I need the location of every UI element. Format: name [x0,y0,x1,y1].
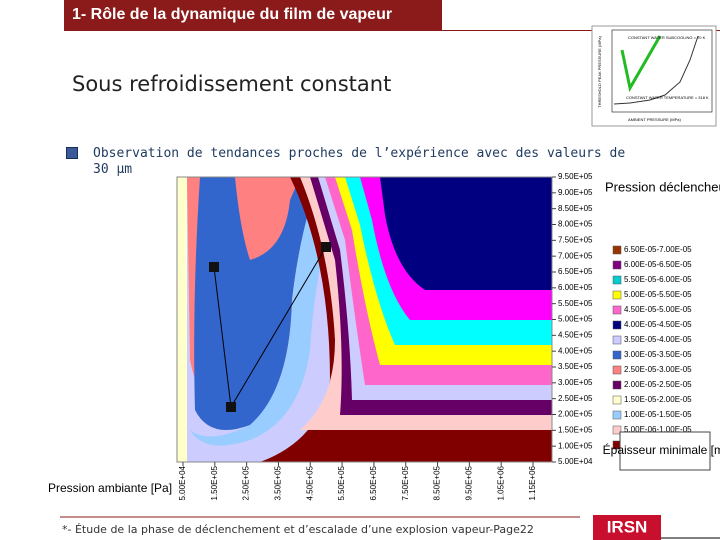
legend-label: 1.00E-05-1.50E-05 [624,410,692,419]
x-tick-label: 9.50E+05 [464,465,473,500]
axes: 9.50E+05 9.00E+05 8.50E+05 8.00E+05 7.50E+05… [178,172,694,500]
y-tick-label: 3.00E+05 [558,378,593,387]
inset-note: CONSTANT WATER SUBCOOLING = 70 K [628,35,706,40]
y-tick-label: 4.50E+05 [558,330,593,339]
legend-label: 2.00E-05-2.50E-05 [624,380,692,389]
bullet-icon [66,147,78,159]
y-tick-label: 7.50E+05 [558,235,593,244]
x-tick-label: 6.50E+05 [369,465,378,500]
legend-label: 6.50E-05-7.00E-05 [624,245,692,254]
legend-swatch [612,335,622,345]
bullet-text: Observation de tendances proches de l’ex… [93,146,626,177]
y-tick-label: 6.50E+05 [558,267,593,276]
inset-curve [613,35,699,105]
legend-swatch [612,290,622,300]
logo: IRSN [607,517,648,536]
y-tick-label: 7.00E+05 [558,251,593,260]
legend-title: Épaisseur minimale [m] [603,442,720,457]
y-tick-label: 5.00E+05 [558,315,593,324]
legend-swatch [612,320,622,330]
inset-axes [611,29,713,113]
contour-band [177,177,187,462]
inset-x-label: AMBIENT PRESSURE (MPa) [628,117,681,122]
x-tick-label: 8.50E+05 [433,465,442,500]
y-tick-label: 2.50E+05 [558,394,593,403]
title-bar [64,0,442,30]
legend-title-box [619,431,711,471]
inset-y-label: THRESHOLD PEAK PRESSURE (MPa) [597,36,602,108]
title-rule [64,30,720,31]
y-tick-label: 4.00E+05 [558,346,593,355]
x-tick-label: 5.00E+04 [178,465,187,500]
y-tick-label: 5.50E+05 [558,299,593,308]
legend-swatch [612,350,622,360]
y-tick-label: 2.00E+05 [558,410,593,419]
legend-swatch [612,365,622,375]
marker [209,262,219,272]
footer: *- Étude de la phase de déclenchement et… [62,523,534,536]
inset: CONSTANT WATER SUBCOOLING = 70 K CONSTAN… [591,25,717,127]
y-tick-label: 5.00E+04 [558,457,593,466]
x-tick-label: 4.50E+05 [305,465,314,500]
x-tick-label: 1.15E+06 [528,465,537,500]
legend-label: 4.50E-05-5.00E-05 [624,305,692,314]
logo-box [593,515,661,540]
y-tick-label: 6.00E+05 [558,283,593,292]
legend-swatch [612,380,622,390]
x-tick-label: 1.50E+05 [210,465,219,500]
legend-swatch [612,425,622,435]
legend-label: 1.50E-05-2.00E-05 [624,395,692,404]
x-axis-label: Pression ambiante [Pa] [48,481,172,495]
slide-title: 1- Rôle de la dynamique du film de vapeu… [72,6,393,23]
legend-label: 5.00E-06-1.00E-05 [624,425,692,434]
legend-swatch [612,260,622,270]
legend-label: 3.50E-05-4.00E-05 [624,335,692,344]
y-axis-label: Pression déclencheur [Pa] [605,179,720,194]
legend-swatch [612,305,622,315]
inset-frame [591,25,717,127]
contour-band [190,177,345,446]
y-tick-label: 9.00E+05 [558,188,593,197]
marker [321,242,331,252]
inset-check [620,35,662,93]
x-tick-label: 3.50E+05 [274,465,283,500]
legend-label: 4.00E-05-4.50E-05 [624,320,692,329]
legend-swatch [612,395,622,405]
y-tick-label: 3.50E+05 [558,362,593,371]
legend-swatch [612,275,622,285]
y-tick-label: 8.00E+05 [558,220,593,229]
legend-label: 5.00E-05-5.50E-05 [624,290,692,299]
y-tick-label: 1.00E+05 [558,441,593,450]
legend-swatch [612,245,622,255]
marker [226,402,236,412]
contour-band [380,177,552,290]
x-tick-label: 1.05E+06 [496,465,505,500]
legend-label: 6.00E-05-6.50E-05 [624,260,692,269]
x-tick-label: 5.50E+05 [337,465,346,500]
x-tick-label: 2.50E+05 [242,465,251,500]
legend-swatch [612,410,622,420]
subtitle: Sous refroidissement constant [72,72,392,96]
y-tick-label: 9.50E+05 [558,172,593,181]
x-tick-label: 7.50E+05 [401,465,410,500]
y-tick-label: 8.50E+05 [558,204,593,213]
legend-label: 2.50E-05-3.00E-05 [624,365,692,374]
inset-note: CONSTANT WATER TEMPERATURE = 318 K [626,95,709,100]
legend-label: 3.00E-05-3.50E-05 [624,350,692,359]
legend-label: 5.50E-05-6.00E-05 [624,275,692,284]
contour-plot [176,176,553,463]
y-tick-label: 1.50E+05 [558,425,593,434]
